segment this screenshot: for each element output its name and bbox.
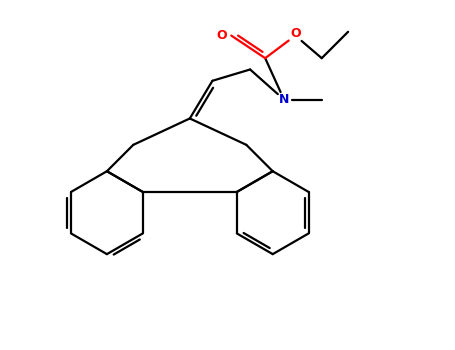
Text: O: O <box>217 29 227 42</box>
Text: N: N <box>279 93 289 106</box>
Text: O: O <box>290 27 301 40</box>
